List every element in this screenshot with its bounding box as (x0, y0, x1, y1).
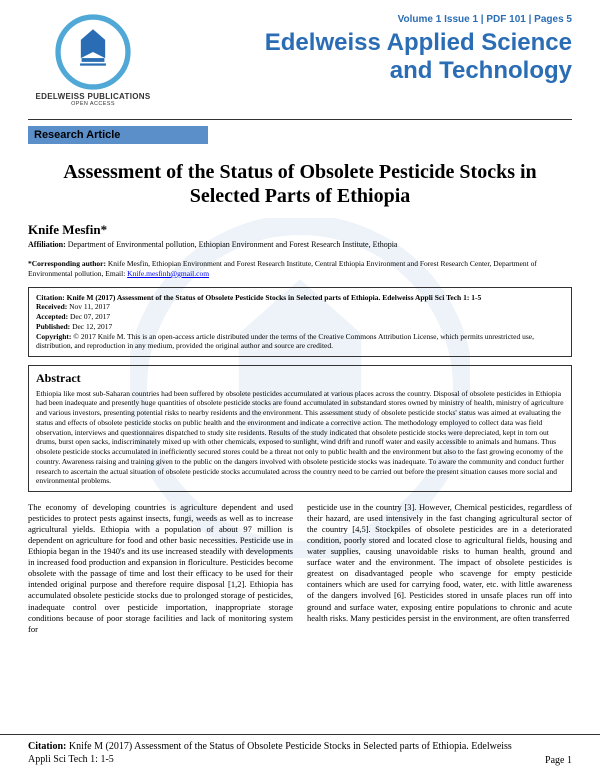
citation-label: Citation: (36, 293, 65, 302)
body-column-1: The economy of developing countries is a… (28, 502, 293, 635)
published-label: Published: (36, 322, 70, 331)
accepted-label: Accepted: (36, 312, 68, 321)
corr-label: *Corresponding author: (28, 259, 106, 268)
footer-citation-text: Knife M (2017) Assessment of the Status … (28, 741, 512, 765)
received-value: Nov 11, 2017 (69, 302, 110, 311)
accepted-value: Dec 07, 2017 (70, 312, 110, 321)
published-value: Dec 12, 2017 (72, 322, 112, 331)
copyright-text: © 2017 Knife M. This is an open-access a… (36, 332, 534, 351)
body-text: The economy of developing countries is a… (28, 502, 572, 635)
page-footer: Citation: Knife M (2017) Assessment of t… (0, 734, 600, 776)
affiliation-text: Department of Environmental pollution, E… (68, 240, 398, 249)
footer-citation: Citation: Knife M (2017) Assessment of t… (28, 741, 545, 766)
citation-box: Citation: Knife M (2017) Assessment of t… (28, 287, 572, 358)
footer-page-number: Page 1 (545, 755, 572, 766)
copyright-label: Copyright: (36, 332, 71, 341)
journal-title-line2: and Technology (158, 57, 572, 85)
affiliation-label: Affiliation: (28, 240, 66, 249)
footer-citation-label: Citation: (28, 741, 66, 752)
journal-info: Volume 1 Issue 1 | PDF 101 | Pages 5 Ede… (158, 14, 572, 84)
corresponding-author: *Corresponding author: Knife Mesfin, Eth… (28, 259, 572, 279)
publisher-logo-block: EDELWEISS PUBLICATIONS OPEN ACCESS (28, 14, 158, 107)
publisher-logo-icon (55, 14, 131, 90)
journal-title-line1: Edelweiss Applied Science (158, 29, 572, 57)
abstract-heading: Abstract (36, 371, 564, 387)
publisher-subtitle: OPEN ACCESS (71, 101, 115, 107)
received-label: Received: (36, 302, 67, 311)
abstract-box: Abstract Ethiopia like most sub-Saharan … (28, 365, 572, 492)
section-label: Research Article (28, 126, 208, 144)
article-title: Assessment of the Status of Obsolete Pes… (28, 160, 572, 208)
author-name: Knife Mesfin* (28, 222, 572, 238)
publisher-name: EDELWEISS PUBLICATIONS (36, 92, 151, 101)
corr-email[interactable]: Knife.mesfinh@gmail.com (127, 269, 209, 278)
abstract-text: Ethiopia like most sub-Saharan countries… (36, 389, 564, 487)
journal-meta: Volume 1 Issue 1 | PDF 101 | Pages 5 (158, 14, 572, 25)
page-header: EDELWEISS PUBLICATIONS OPEN ACCESS Volum… (0, 0, 600, 115)
body-column-2: pesticide use in the country [3]. Howeve… (307, 502, 572, 635)
affiliation: Affiliation: Department of Environmental… (28, 240, 572, 249)
header-separator (28, 119, 572, 120)
citation-text: Knife M (2017) Assessment of the Status … (67, 293, 482, 302)
